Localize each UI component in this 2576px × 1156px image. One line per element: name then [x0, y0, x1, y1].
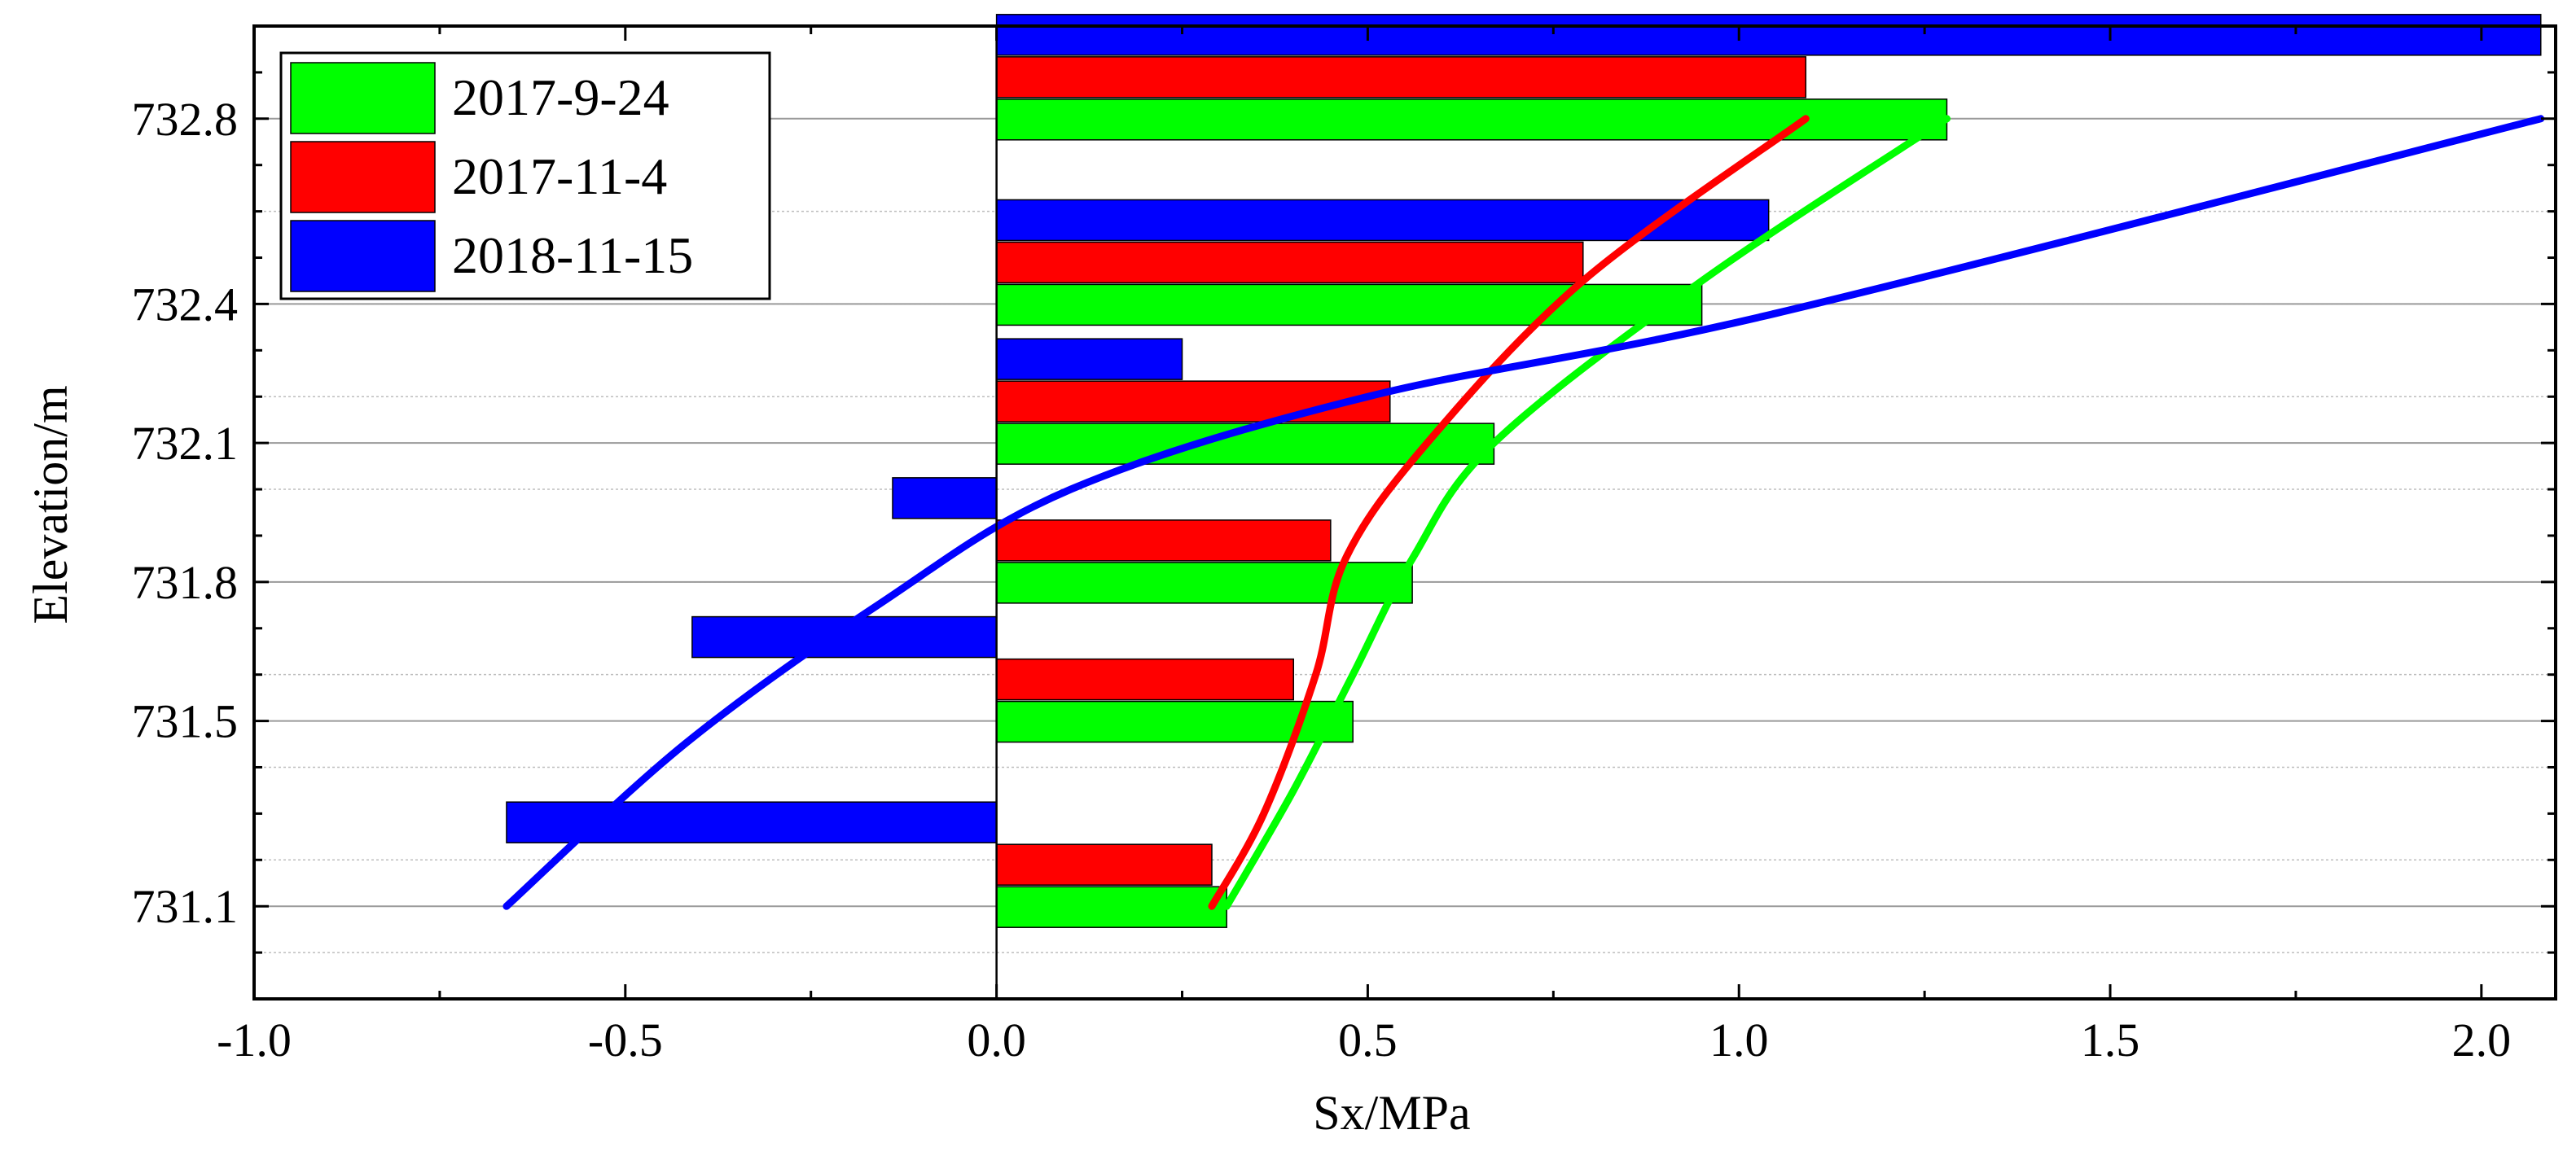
y-tick-label: 731.1 — [132, 880, 239, 933]
curve-2018-11-15 — [502, 115, 2545, 910]
legend-swatch-2017-11-4 — [290, 141, 436, 213]
bar-2017-11-4-732.8 — [995, 56, 1807, 99]
y-tick-label: 731.5 — [132, 695, 239, 748]
bar-2017-9-24-732.4 — [995, 283, 1703, 326]
x-axis-tick-labels: -1.0 -0.5 0.0 0.5 1.0 1.5 2.0 — [217, 1014, 2511, 1066]
bar-2018-11-15-732.8 — [995, 14, 2542, 56]
x-tick-label: -1.0 — [217, 1014, 292, 1066]
bar-2018-11-15-732.1 — [995, 338, 1183, 380]
plot-frame — [252, 24, 2557, 1001]
trend-curves — [502, 115, 2545, 910]
x-tick-label: -0.5 — [588, 1014, 663, 1066]
curve-2017-9-24 — [1222, 115, 1951, 910]
bar-2018-11-15-731.5 — [691, 615, 998, 659]
x-tick-label: 1.0 — [1709, 1014, 1769, 1066]
legend-label: 2018-11-15 — [452, 226, 693, 284]
bar-2017-9-24-731.8 — [995, 562, 1413, 604]
bar-2017-11-4-732.4 — [995, 241, 1584, 284]
y-tick-label: 732.1 — [132, 417, 239, 470]
y-tick-label: 732.8 — [132, 93, 239, 146]
bar-2017-11-4-731.1 — [995, 843, 1213, 886]
y-tick-label: 731.8 — [132, 556, 239, 609]
legend-swatch-2017-9-24 — [290, 62, 436, 134]
axis-ticks — [252, 26, 2556, 999]
x-tick-label: 0.5 — [1338, 1014, 1398, 1066]
curve-2017-11-4 — [1208, 115, 1810, 910]
x-tick-label: 1.5 — [2081, 1014, 2140, 1066]
x-axis-title: Sx/MPa — [1313, 1086, 1470, 1140]
y-tick-label: 732.4 — [132, 278, 239, 331]
legend-swatch-2018-11-15 — [290, 220, 436, 292]
bar-2017-11-4-732.1 — [995, 380, 1391, 423]
bar-2018-11-15-732.4 — [995, 199, 1770, 242]
bar-2017-9-24-731.1 — [995, 886, 1227, 928]
legend-label: 2017-11-4 — [452, 147, 667, 205]
bar-2017-11-4-731.5 — [995, 658, 1295, 701]
x-tick-label: 0.0 — [967, 1014, 1026, 1066]
legend-label: 2017-9-24 — [452, 68, 669, 126]
bar-2018-11-15-731.8 — [892, 477, 998, 519]
bars — [506, 14, 2542, 928]
legend: 2017-9-24 2017-11-4 2018-11-15 — [279, 51, 771, 300]
y-axis-tick-labels: 731.1 731.5 731.8 732.1 732.4 732.8 — [132, 93, 239, 933]
x-tick-label: 2.0 — [2452, 1014, 2512, 1066]
bar-2017-11-4-731.8 — [995, 519, 1332, 562]
y-axis-title: Elevation/m — [24, 385, 77, 624]
